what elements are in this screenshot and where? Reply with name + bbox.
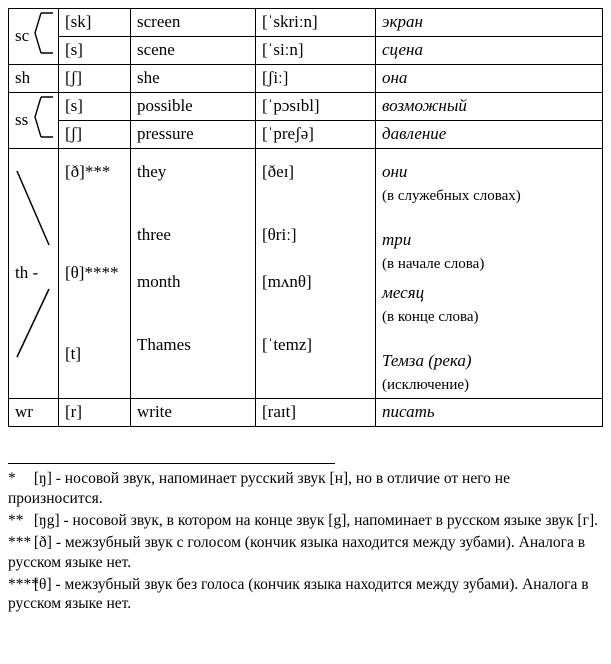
- footnote-text: [ð] - межзубный звук с голосом (кончик я…: [8, 534, 585, 570]
- transcription-cell: [raɪt]: [256, 399, 376, 427]
- footnote-mark: *: [8, 469, 30, 488]
- lc-label: ss: [15, 110, 28, 129]
- lc-label: th -: [15, 263, 38, 282]
- lc-label: sc: [15, 26, 29, 45]
- word-text: Thames: [137, 334, 249, 357]
- translation-cell: она: [376, 64, 603, 92]
- transcription-cell: [ˈsiːn]: [256, 36, 376, 64]
- table-row: [ʃ] pressure [ˈpreʃə] давление: [9, 120, 603, 148]
- ru-text: они: [382, 162, 407, 181]
- table-row: sc [sk] screen [ˈskriːn] экран: [9, 9, 603, 37]
- translation-cell: давление: [376, 120, 603, 148]
- lc-th: th -: [9, 148, 59, 399]
- ipa-cell: [r]: [59, 399, 131, 427]
- transcription-cell: [ðeɪ] [θriː] [mʌnθ] [ˈtemz]: [256, 148, 376, 399]
- footnote: * [ŋ] - носовой звук, напоминает русский…: [8, 469, 603, 508]
- ipa-cell: [ʃ]: [59, 120, 131, 148]
- transcription-cell: [ʃiː]: [256, 64, 376, 92]
- tr-text: [ðeɪ]: [262, 161, 369, 184]
- footnote-mark: ****: [8, 575, 30, 594]
- lc-ss: ss: [9, 92, 59, 148]
- translation-cell: писать: [376, 399, 603, 427]
- ipa-cell: [ð]*** [θ]**** [t]: [59, 148, 131, 399]
- ipa-text: [t]: [65, 344, 81, 363]
- table-row: sh [ʃ] she [ʃiː] она: [9, 64, 603, 92]
- tr-text: [ˈtemz]: [262, 334, 369, 357]
- translation-cell: возможный: [376, 92, 603, 120]
- ru-text: месяц: [382, 283, 424, 302]
- word-cell: scene: [131, 36, 256, 64]
- word-cell: she: [131, 64, 256, 92]
- footnote-mark: ***: [8, 533, 30, 552]
- footnote-text: [ŋg] - носовой звук, в котором на конце …: [34, 512, 598, 529]
- word-text: month: [137, 271, 249, 294]
- footnote: *** [ð] - межзубный звук с голосом (конч…: [8, 533, 603, 572]
- footnote-mark: **: [8, 511, 30, 530]
- ru-text: Темза (река): [382, 351, 472, 370]
- ru-note: (в начале слова): [382, 256, 484, 272]
- ru-text: три: [382, 230, 411, 249]
- ipa-cell: [sk]: [59, 9, 131, 37]
- transcription-cell: [ˈskriːn]: [256, 9, 376, 37]
- footnote-text: [ŋ] - носовой звук, напоминает русский з…: [8, 470, 510, 506]
- table-row: th - [ð]*** [θ]**** [t] they three month…: [9, 148, 603, 399]
- translation-cell: они (в служебных словах) три (в начале с…: [376, 148, 603, 399]
- footnote: **** [θ] - межзубный звук без голоса (ко…: [8, 575, 603, 614]
- phonetics-table: sc [sk] screen [ˈskriːn] экран [s] scene…: [8, 8, 603, 427]
- ru-note: (исключение): [382, 377, 469, 393]
- table-row: wr [r] write [raɪt] писать: [9, 399, 603, 427]
- transcription-cell: [ˈpreʃə]: [256, 120, 376, 148]
- translation-cell: экран: [376, 9, 603, 37]
- tr-text: [mʌnθ]: [262, 271, 369, 294]
- lc-wr: wr: [9, 399, 59, 427]
- ru-note: (в служебных словах): [382, 188, 521, 204]
- word-cell: screen: [131, 9, 256, 37]
- footnote-text: [θ] - межзубный звук без голоса (кончик …: [8, 576, 589, 612]
- footnotes-divider: [8, 463, 335, 466]
- ipa-text: [θ]: [65, 263, 84, 282]
- word-cell: pressure: [131, 120, 256, 148]
- ipa-mark: ****: [84, 263, 118, 282]
- transcription-cell: [ˈpɔsɪbl]: [256, 92, 376, 120]
- tr-text: [θriː]: [262, 224, 369, 247]
- ipa-text: [ð]: [65, 162, 85, 181]
- lc-sh: sh: [9, 64, 59, 92]
- ipa-cell: [ʃ]: [59, 64, 131, 92]
- ipa-cell: [s]: [59, 92, 131, 120]
- lc-sc: sc: [9, 9, 59, 65]
- ipa-mark: ***: [85, 162, 111, 181]
- word-cell: possible: [131, 92, 256, 120]
- footnote: ** [ŋg] - носовой звук, в котором на кон…: [8, 511, 603, 530]
- word-text: they: [137, 161, 249, 184]
- word-cell: write: [131, 399, 256, 427]
- table-row: [s] scene [ˈsiːn] сцена: [9, 36, 603, 64]
- table-row: ss [s] possible [ˈpɔsɪbl] возможный: [9, 92, 603, 120]
- ipa-cell: [s]: [59, 36, 131, 64]
- word-text: three: [137, 224, 249, 247]
- word-cell: they three month Thames: [131, 148, 256, 399]
- translation-cell: сцена: [376, 36, 603, 64]
- ru-note: (в конце слова): [382, 309, 479, 325]
